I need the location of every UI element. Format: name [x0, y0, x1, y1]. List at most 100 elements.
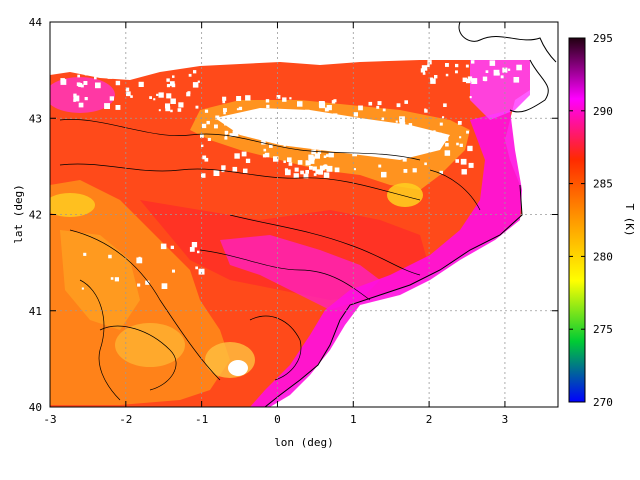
no-data-pixel: [402, 157, 407, 162]
x-tick-label: 3: [502, 413, 509, 426]
pyrenees-snow-gaps: [215, 108, 450, 160]
no-data-pixel: [342, 120, 345, 123]
no-data-pixel: [94, 76, 97, 80]
no-data-pixel: [466, 78, 471, 84]
no-data-pixel: [377, 101, 382, 106]
no-data-pixel: [192, 82, 199, 88]
no-data-pixel: [265, 130, 270, 135]
no-data-pixel: [410, 150, 414, 154]
x-tick-label: -1: [195, 413, 208, 426]
no-data-pixel: [285, 169, 291, 176]
no-data-pixel: [149, 96, 152, 99]
no-data-pixel: [347, 121, 351, 124]
no-data-pixel: [297, 101, 303, 107]
no-data-pixel: [115, 105, 121, 110]
no-data-pixel: [177, 108, 182, 112]
no-data-pixel: [238, 125, 244, 131]
no-data-pixel: [233, 126, 239, 132]
y-tick-label: 41: [29, 305, 42, 318]
no-data-pixel: [471, 78, 478, 84]
no-data-pixel: [485, 70, 489, 73]
no-data-pixel: [166, 93, 172, 99]
no-data-pixel: [443, 103, 447, 107]
grid-lines: [50, 22, 558, 407]
no-data-pixel: [204, 109, 209, 113]
no-data-pixel: [445, 73, 449, 77]
no-data-pixel: [323, 164, 328, 170]
no-data-pixel: [265, 99, 270, 103]
no-data-pixel: [283, 144, 286, 147]
no-data-pixel: [358, 105, 363, 111]
no-data-pixel: [323, 155, 327, 158]
colorbar-tick-label: 285: [593, 178, 613, 191]
no-data-pixel: [130, 95, 133, 98]
colorbar-label: T (K): [623, 203, 636, 236]
no-data-pixel: [442, 116, 445, 119]
no-data-pixel: [311, 149, 316, 155]
no-data-pixel: [201, 173, 206, 178]
colorbar-tick-label: 290: [593, 105, 613, 118]
no-data-pixel: [430, 78, 436, 84]
no-data-pixel: [455, 70, 458, 74]
no-data-pixel: [158, 109, 161, 112]
no-data-pixel: [222, 96, 227, 101]
no-data-pixel: [73, 99, 76, 102]
no-data-pixel: [381, 123, 387, 129]
no-data-pixel: [461, 169, 467, 175]
no-data-pixel: [77, 74, 80, 78]
no-data-pixel: [195, 266, 198, 270]
no-data-pixel: [468, 162, 474, 168]
no-data-pixel: [165, 103, 170, 109]
no-data-pixel: [444, 150, 451, 156]
no-data-pixel: [153, 98, 156, 101]
no-data-pixel: [189, 247, 195, 252]
no-data-pixel: [408, 123, 413, 127]
no-data-pixel: [73, 95, 80, 102]
colorbar-tick-label: 280: [593, 250, 613, 263]
no-data-pixel: [331, 100, 336, 104]
no-data-pixel: [104, 103, 110, 109]
contour-lines: [59, 118, 481, 401]
no-data-pixel: [165, 106, 171, 112]
no-data-pixel: [507, 68, 511, 71]
no-data-pixel: [351, 134, 354, 137]
no-data-pixel: [313, 173, 317, 176]
no-data-pixel: [232, 130, 239, 137]
no-data-pixel: [456, 142, 459, 146]
no-data-pixel: [230, 121, 233, 124]
no-data-pixel: [439, 170, 443, 175]
no-data-pixel: [83, 252, 87, 256]
no-data-pixel: [260, 126, 263, 129]
cloud-gap: [228, 360, 248, 376]
no-data-pixel: [76, 82, 81, 87]
no-data-pixel: [482, 76, 488, 81]
no-data-pixel: [245, 95, 251, 101]
no-data-pixel: [274, 123, 278, 127]
no-data-pixel: [359, 122, 364, 128]
no-data-pixel: [156, 93, 159, 96]
no-data-pixel: [224, 136, 228, 140]
no-data-pixel: [309, 166, 313, 170]
no-data-pixel: [318, 169, 323, 175]
no-data-pixel: [131, 73, 136, 78]
no-data-pixel: [311, 120, 317, 126]
no-data-pixel: [283, 160, 286, 163]
south-mountain-patch: [115, 323, 185, 367]
no-data-pixel: [223, 111, 226, 115]
no-data-pixel: [201, 123, 207, 129]
no-data-pixel: [115, 80, 121, 86]
no-data-pixel: [297, 160, 303, 165]
no-data-pixel: [207, 137, 211, 141]
no-data-pixel: [324, 107, 329, 112]
no-data-pixel: [191, 242, 198, 248]
no-data-pixel: [465, 64, 469, 68]
no-data-pixel: [326, 165, 333, 172]
no-data-pixel: [332, 113, 338, 118]
no-data-pixel: [290, 139, 295, 144]
no-data-pixel: [267, 114, 273, 120]
x-tick-label: 1: [350, 413, 357, 426]
no-data-pixel: [326, 154, 329, 157]
no-data-speckle: [60, 60, 522, 290]
no-data-pixel: [160, 243, 167, 250]
